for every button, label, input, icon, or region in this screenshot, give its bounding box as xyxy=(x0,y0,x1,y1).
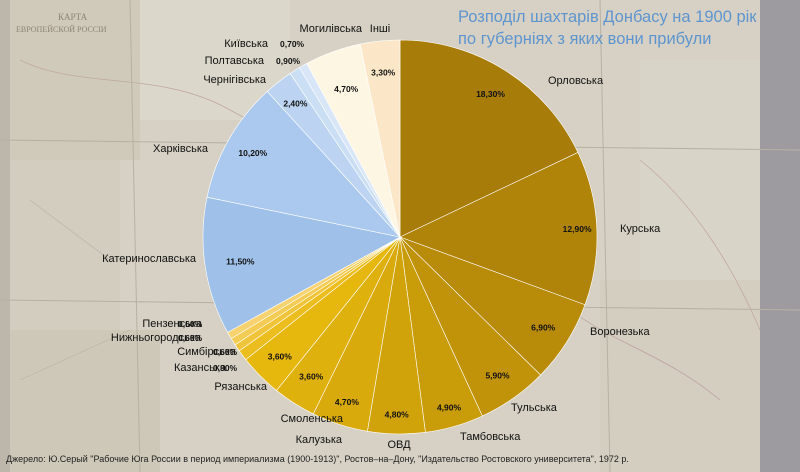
slice-value-label: 4,90% xyxy=(437,402,462,412)
pie-value-labels: 18,30% 12,90% 6,90% 5,90% 4,90% 4,80% 4,70% 3,6… xyxy=(178,39,592,419)
slice-value-label: 3,30% xyxy=(371,67,396,77)
slice-value-label: 3,60% xyxy=(299,372,324,382)
slice-value-label: 18,30% xyxy=(476,89,505,99)
slice-value-label: 12,90% xyxy=(563,224,592,234)
slice-category-label: Могилівська xyxy=(299,23,362,35)
slice-value-label: 0,60% xyxy=(178,319,203,329)
slice-category-label: Калузька xyxy=(296,434,343,446)
slice-value-label: 3,60% xyxy=(268,351,293,361)
slice-category-label: Харківська xyxy=(153,143,209,155)
slice-category-label: Рязанська xyxy=(214,381,267,393)
pie-slices xyxy=(202,39,598,435)
slice-category-label: Чернігівська xyxy=(203,74,267,86)
slice-category-label: Пензенська xyxy=(142,318,202,330)
slice-category-label: Київська xyxy=(224,38,269,50)
slice-value-label: 0,90% xyxy=(276,56,301,66)
slice-category-label: Воронезька xyxy=(590,326,650,338)
slice-value-label: 0,90% xyxy=(213,363,238,373)
pie-slice xyxy=(202,196,401,333)
slice-value-label: 2,40% xyxy=(283,99,308,109)
slice-category-label: Інші xyxy=(370,23,390,35)
slice-value-label: 11,50% xyxy=(226,256,255,266)
slice-value-label: 0,70% xyxy=(280,39,305,49)
map-caption-1: КАРТА xyxy=(58,12,88,22)
pie-slice xyxy=(206,90,401,238)
slice-category-label: Смоленська xyxy=(281,413,344,425)
pie-slice xyxy=(399,39,579,238)
slice-value-label: 0,60% xyxy=(178,333,203,343)
map-caption-2: ЕВРОПЕЙСКОЙ РОССІИ xyxy=(16,25,107,34)
source-note: Джерело: Ю.Серый "Рабочие Юга России в п… xyxy=(6,454,629,464)
chart-title-line-1: Розподіл шахтарів Донбасу на 1900 рік xyxy=(458,8,757,26)
slice-category-label: Курська xyxy=(620,223,661,235)
pie-slice xyxy=(359,39,401,238)
slice-value-label: 5,90% xyxy=(485,371,510,381)
slice-category-label: Тамбовська xyxy=(460,431,521,443)
pie-category-labels: Орловська Курська Воронезька Тульська Тамбов… xyxy=(102,23,661,451)
chart-title-line-2: по губерніях з яких вони прибули xyxy=(458,30,712,48)
pie-slice xyxy=(399,152,598,306)
slice-category-label: ОВД xyxy=(387,439,411,451)
slice-value-label: 4,70% xyxy=(335,397,360,407)
slice-category-label: Симбірська xyxy=(177,346,237,358)
slice-category-label: Катеринославська xyxy=(102,253,197,265)
slice-category-label: Полтавська xyxy=(205,55,265,67)
slice-value-label: 6,90% xyxy=(531,323,556,333)
slice-value-label: 0,60% xyxy=(213,347,238,357)
slice-value-label: 4,80% xyxy=(385,409,410,419)
slice-value-label: 10,20% xyxy=(238,148,267,158)
slice-category-label: Казанська xyxy=(174,362,227,374)
slice-value-label: 4,70% xyxy=(334,84,359,94)
slice-category-label: Нижньогородська xyxy=(111,332,202,344)
slice-category-label: Тульська xyxy=(511,402,558,414)
slice-category-label: Орловська xyxy=(548,75,604,87)
